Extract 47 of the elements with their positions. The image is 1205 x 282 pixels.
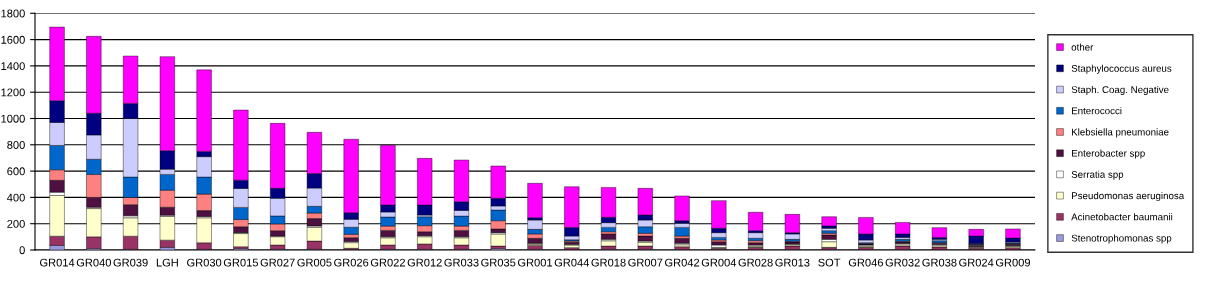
y-tick-label: 1400 (1, 62, 25, 71)
legend-label: Klebsiella pneumoniae (1071, 128, 1169, 138)
y-tick-label: 1000 (1, 114, 25, 123)
x-tick-label: GR009 (995, 258, 1031, 267)
x-tick-label: SOT (818, 258, 841, 267)
x-tick-label: GR028 (738, 258, 773, 267)
y-tick-label: 1600 (1, 35, 25, 44)
x-tick-label: GR001 (517, 258, 553, 267)
legend-label: Acinetobacter baumanii (1071, 213, 1173, 221)
x-tick-label: GR039 (113, 258, 148, 267)
x-tick-label: GR040 (76, 258, 111, 267)
x-tick-label: GR046 (848, 258, 883, 267)
x-tick-label: GR044 (554, 258, 590, 267)
x-tick-label: GR015 (223, 258, 259, 267)
x-tick-label: GR004 (701, 258, 737, 267)
x-tick-label: GR018 (591, 258, 626, 267)
legend-label: Staphylococcus aureus (1071, 64, 1172, 74)
x-tick-label: GR013 (775, 258, 810, 267)
x-tick-label: GR005 (297, 258, 332, 267)
legend-label: Stenotrophomonas spp (1071, 234, 1172, 244)
y-tick-label: 0 (19, 246, 25, 255)
x-tick-label: GR033 (444, 258, 479, 267)
legend-label: Pseudomonas aeruginosa (1071, 191, 1185, 202)
y-tick-label: 800 (7, 141, 25, 149)
x-tick-label: GR024 (959, 258, 994, 267)
x-tick-label: GR027 (260, 258, 295, 267)
x-tick-label: GR030 (187, 258, 222, 267)
x-tick-label: GR022 (370, 258, 405, 267)
y-tick-label: 1200 (1, 88, 25, 97)
legend-label: Serratia spp (1071, 170, 1124, 180)
x-tick-label: GR035 (481, 258, 516, 267)
x-tick-label: LGH (156, 258, 178, 267)
x-tick-label: GR032 (885, 258, 920, 267)
legend-label: Enterobacter spp (1071, 149, 1145, 159)
x-tick-label: GR038 (922, 258, 957, 267)
x-tick-label: GR012 (407, 258, 442, 267)
x-tick-label: GR007 (628, 258, 663, 267)
legend-label: Staph. Coag. Negative (1071, 85, 1169, 95)
y-tick-label: 600 (7, 167, 25, 176)
legend-label: other (1071, 43, 1094, 51)
x-tick-label: GR026 (334, 258, 369, 267)
x-tick-label: GR042 (665, 258, 700, 267)
y-tick-label: 1800 (1, 9, 25, 18)
x-tick-label: GR014 (40, 258, 75, 267)
y-tick-label: 400 (7, 193, 25, 202)
y-tick-label: 200 (7, 219, 25, 228)
legend-label: Enterococci (1071, 107, 1122, 115)
